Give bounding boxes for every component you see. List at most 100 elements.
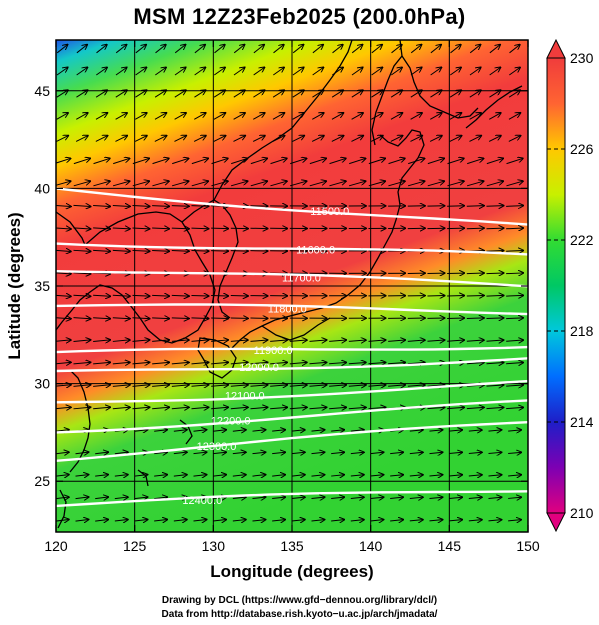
- wind-arrow: [371, 45, 382, 54]
- wind-arrow: [331, 520, 344, 521]
- colorbar-scale: [546, 57, 566, 514]
- wind-arrow: [213, 430, 226, 431]
- wind-arrow: [73, 228, 90, 229]
- wind-arrow: [154, 452, 167, 454]
- grid-lines: [56, 40, 528, 532]
- wind-arrow: [466, 362, 484, 363]
- wind-arrow: [469, 67, 481, 76]
- wind-arrow: [486, 206, 503, 207]
- wind-arrow: [211, 407, 228, 408]
- wind-arrow: [132, 362, 149, 364]
- wind-arrow: [93, 228, 110, 229]
- wind-arrow: [250, 340, 267, 341]
- wind-arrow: [350, 497, 364, 498]
- wind-arrow: [93, 340, 110, 342]
- wind-arrow: [331, 136, 344, 142]
- wind-arrow: [174, 67, 186, 76]
- wind-arrow: [370, 497, 383, 498]
- wind-arrow: [272, 113, 284, 120]
- wind-arrow: [408, 158, 424, 165]
- wind-arrow: [173, 520, 187, 521]
- wind-arrow: [466, 228, 484, 229]
- wind-arrow: [429, 430, 442, 431]
- wind-arrow: [272, 520, 285, 521]
- wind-arrow: [332, 67, 343, 76]
- wind-arrow: [233, 113, 245, 120]
- wind-arrow: [211, 251, 228, 252]
- wind-arrow: [252, 475, 265, 476]
- wind-arrow: [508, 520, 521, 521]
- wind-arrow: [154, 520, 167, 522]
- wind-arrow: [270, 385, 287, 386]
- wind-arrow: [252, 430, 265, 431]
- wind-arrow: [252, 497, 265, 498]
- wind-arrow: [506, 363, 523, 364]
- colorbar-tick-label: 214: [570, 414, 594, 430]
- wind-arrow: [311, 497, 324, 498]
- wind-arrow: [115, 45, 126, 54]
- wind-arrow: [152, 250, 169, 251]
- wind-arrow: [93, 181, 109, 187]
- wind-arrow: [449, 475, 462, 476]
- wind-arrow: [174, 136, 186, 142]
- wind-arrow: [311, 452, 324, 453]
- colorbar: 230 226 222 218 214 210: [546, 38, 594, 533]
- wind-arrow: [370, 452, 383, 453]
- wind-arrow: [508, 475, 521, 476]
- y-tick-label: 25: [34, 473, 50, 489]
- wind-arrow: [329, 181, 345, 187]
- wind-arrow: [292, 45, 303, 54]
- wind-arrow: [309, 362, 326, 363]
- wind-arrow: [348, 362, 366, 363]
- wind-arrow: [449, 497, 462, 498]
- wind-arrow: [132, 295, 149, 296]
- wind-arrow: [289, 340, 307, 341]
- wind-arrow: [486, 273, 503, 274]
- wind-arrow: [290, 158, 306, 165]
- wind-arrow: [73, 340, 90, 342]
- wind-arrow: [370, 136, 383, 142]
- wind-arrow: [75, 519, 89, 521]
- credit-data: Data from http://database.rish.kyoto−u.a…: [161, 609, 438, 620]
- wind-arrow: [113, 158, 129, 165]
- contour-line: [56, 187, 528, 226]
- wind-arrow: [466, 318, 484, 319]
- wind-arrow: [506, 228, 523, 229]
- wind-arrow: [469, 113, 481, 120]
- colorbar-tick-label: 226: [570, 141, 594, 157]
- wind-arrow: [194, 45, 205, 54]
- wind-arrow: [270, 181, 286, 187]
- wind-arrow: [172, 158, 188, 165]
- wind-arrow: [193, 520, 207, 521]
- wind-arrow: [309, 181, 326, 187]
- wind-vectors: [56, 45, 523, 522]
- contour-label: 12100.0: [225, 390, 265, 402]
- wind-arrow: [368, 362, 385, 363]
- wind-arrow: [312, 90, 323, 98]
- wind-arrow: [112, 228, 130, 229]
- y-tick-label: 30: [34, 376, 50, 392]
- wind-arrow: [230, 385, 248, 386]
- wind-arrow: [96, 45, 107, 54]
- wind-arrow: [93, 407, 110, 409]
- wind-arrow: [486, 181, 503, 187]
- wind-arrow: [154, 475, 167, 477]
- wind-arrow: [115, 113, 127, 120]
- wind-arrow: [390, 136, 403, 142]
- wind-arrow: [191, 407, 208, 408]
- wind-arrow: [289, 385, 307, 386]
- wind-arrow: [134, 520, 148, 522]
- wind-arrow: [486, 385, 503, 386]
- wind-arrow: [73, 407, 90, 409]
- wind-arrow: [232, 452, 246, 453]
- wind-arrow: [171, 181, 188, 187]
- wind-arrow: [171, 362, 189, 363]
- wind-arrow: [390, 497, 403, 498]
- contour-line: [56, 357, 528, 373]
- wind-arrow: [449, 113, 461, 120]
- wind-arrow: [171, 385, 189, 386]
- wind-arrow: [174, 90, 186, 98]
- wind-arrow: [250, 385, 267, 386]
- wind-arrow: [191, 385, 208, 386]
- wind-arrow: [112, 295, 130, 296]
